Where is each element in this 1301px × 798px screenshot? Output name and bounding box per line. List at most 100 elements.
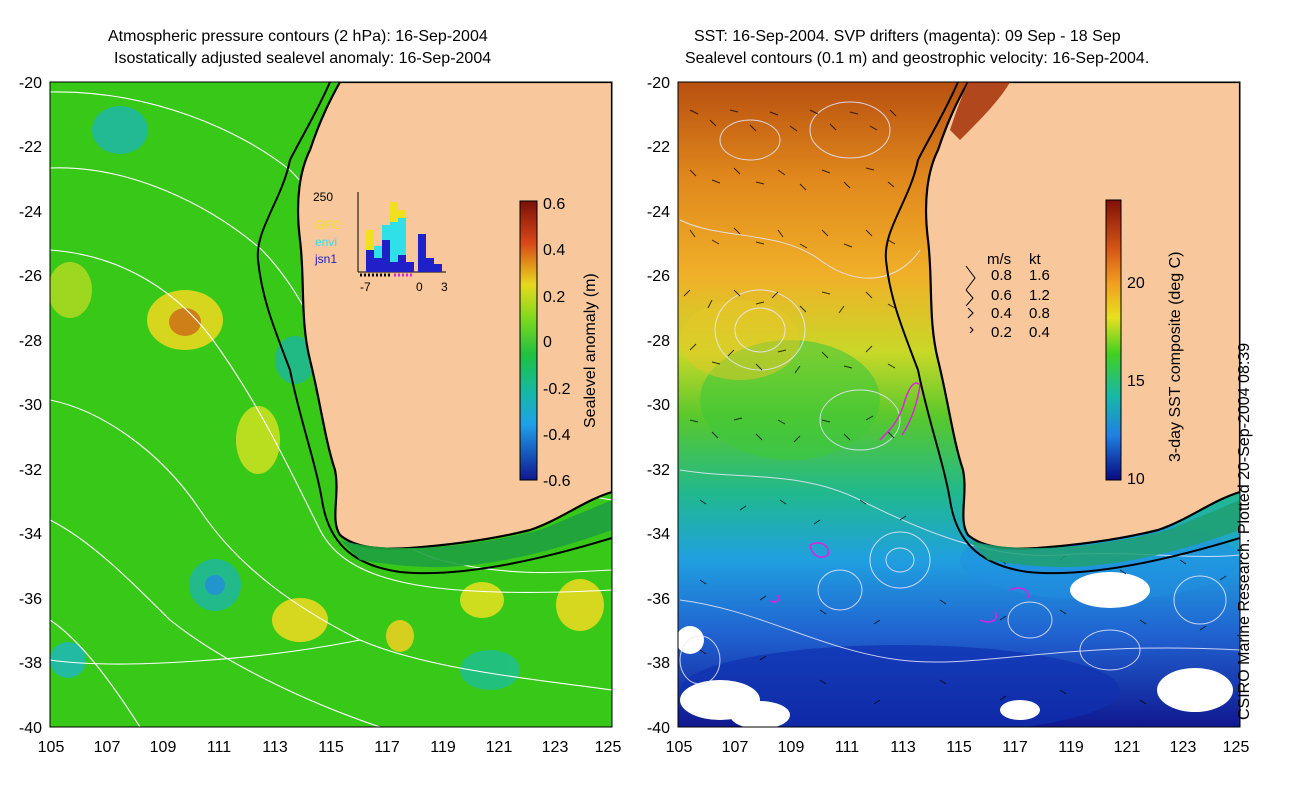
left-xtick: 117: [374, 739, 400, 756]
left-xtick: 107: [94, 739, 121, 756]
left-ytick: -36: [19, 591, 42, 608]
sealevel-contour: [719, 119, 781, 161]
right-ytick: -28: [647, 333, 670, 350]
cloud-mask: [1000, 700, 1040, 720]
velocity-arrow-icon: [967, 307, 974, 319]
left-axes: -20 -22 -24 -26 -28 -30 -32 -34 -36 -38 …: [19, 75, 42, 737]
hist-bar: [426, 258, 434, 272]
right-colorbar-ramp: [1105, 199, 1122, 481]
left-cb-tick: 0.4: [543, 242, 565, 259]
velocity-legend-header-ms: m/s: [987, 251, 1011, 268]
velocity-arrows: [683, 109, 1227, 705]
left-ytick: -24: [19, 204, 42, 221]
velocity-legend-kt: 0.4: [1029, 324, 1050, 341]
sealevel-contour: [1007, 601, 1053, 639]
hist-bar: [374, 246, 382, 258]
left-cb-tick: -0.2: [543, 381, 571, 398]
credit-line: CSIRO Marine Research. Plotted 20-Sep-20…: [1236, 343, 1276, 730]
sealevel-contour: [809, 101, 891, 159]
hist-bar: [382, 225, 390, 240]
left-anomaly-patches: [50, 106, 604, 690]
right-x-axis: 105 107 109 111 113 115 117 119 121 123 …: [666, 739, 1250, 756]
svp-drifter-tracks: [769, 382, 1029, 623]
southern-coast-strip: [340, 500, 612, 568]
anomaly-low-core: [205, 575, 225, 595]
hist-bar: [398, 218, 406, 255]
hist-bar: [382, 240, 390, 272]
right-ytick: -22: [647, 139, 670, 156]
left-xtick: 115: [318, 739, 344, 756]
cloud-mask: [678, 626, 704, 654]
right-xtick: 117: [1002, 739, 1028, 756]
cloud-mask: [730, 701, 790, 727]
velocity-arrow-icon: [969, 326, 974, 334]
right-ytick: -38: [647, 655, 670, 672]
anomaly-high-patch: [556, 579, 604, 631]
left-ytick: -40: [19, 720, 42, 737]
anomaly-low-patch: [92, 106, 148, 154]
left-xtick: 113: [262, 739, 288, 756]
left-cb-tick: -0.6: [543, 473, 571, 490]
left-colorbar: 0.6 0.4 0.2 0 -0.2 -0.4 -0.6 Sealevel an…: [519, 196, 599, 490]
anomaly-high-patch: [272, 598, 328, 642]
velocity-legend: m/s kt 0.8 1.6 0.6 1.2 0.4 0.8 0.2 0.4: [965, 251, 1050, 341]
velocity-legend-header-kt: kt: [1029, 251, 1042, 268]
right-xtick: 123: [1170, 739, 1197, 756]
left-frame: [49, 81, 613, 728]
anomaly-high-core: [169, 308, 201, 336]
velocity-legend-kt: 1.2: [1029, 287, 1050, 304]
hist-bar: [398, 210, 406, 218]
right-title-line1: SST: 16-Sep-2004. SVP drifters (magenta)…: [694, 28, 1121, 45]
left-xtick: 119: [430, 739, 456, 756]
sealevel-contour: [734, 307, 786, 353]
left-xtick: 105: [38, 739, 65, 756]
hist-bar: [366, 250, 374, 272]
right-land: [884, 82, 1240, 575]
left-map: [50, 82, 612, 727]
left-cb-tick: 0.2: [543, 289, 565, 306]
shelf-edge: [256, 82, 612, 575]
inset-xtick: -7: [360, 280, 371, 294]
hist-bar: [398, 255, 406, 272]
left-colorbar-ramp: [519, 200, 538, 481]
sealevel-contour: [679, 635, 721, 685]
right-colorbar-label: 3-day SST composite (deg C): [1167, 252, 1184, 462]
right-title-line2: Sealevel contours (0.1 m) and geostrophi…: [685, 50, 1150, 67]
left-title-line2: Isostatically adjusted sealevel anomaly:…: [114, 50, 492, 67]
sealevel-contour: [817, 569, 863, 611]
right-xtick: 113: [890, 739, 916, 756]
inset-ymax-label: 250: [313, 190, 333, 204]
drifter-track: [879, 382, 921, 441]
right-ytick: -34: [647, 526, 670, 543]
hist-bar: [418, 234, 426, 272]
left-title-line1: Atmospheric pressure contours (2 hPa): 1…: [108, 28, 488, 45]
left-cb-tick: 0: [543, 334, 552, 351]
drifter-track: [979, 611, 997, 623]
inset-legend-gfo: GFO: [315, 218, 341, 232]
right-xtick: 111: [835, 739, 859, 756]
hist-bar: [390, 262, 398, 272]
anomaly-high-patch: [460, 582, 504, 618]
sealevel-contour: [869, 531, 931, 589]
velocity-legend-kt: 1.6: [1029, 267, 1050, 284]
right-cb-tick: 20: [1127, 275, 1145, 292]
right-xtick: 121: [1114, 739, 1141, 756]
right-cb-tick: 10: [1127, 471, 1145, 488]
right-ytick: -36: [647, 591, 670, 608]
left-cb-tick: 0.6: [543, 196, 565, 213]
left-ytick: -20: [19, 75, 42, 92]
right-xtick: 119: [1058, 739, 1084, 756]
cloud-mask: [1157, 668, 1233, 712]
sealevel-contours: [679, 101, 1240, 685]
right-xtick: 115: [946, 739, 972, 756]
sealevel-contour: [819, 389, 901, 451]
right-xtick: 109: [778, 739, 805, 756]
sealevel-contour: [714, 289, 806, 371]
right-ytick: -26: [647, 268, 670, 285]
right-ytick: -40: [647, 720, 670, 737]
left-ytick: -28: [19, 333, 42, 350]
hist-bar: [434, 264, 442, 272]
drifter-track: [809, 542, 829, 558]
velocity-legend-ms: 0.2: [991, 324, 1012, 341]
